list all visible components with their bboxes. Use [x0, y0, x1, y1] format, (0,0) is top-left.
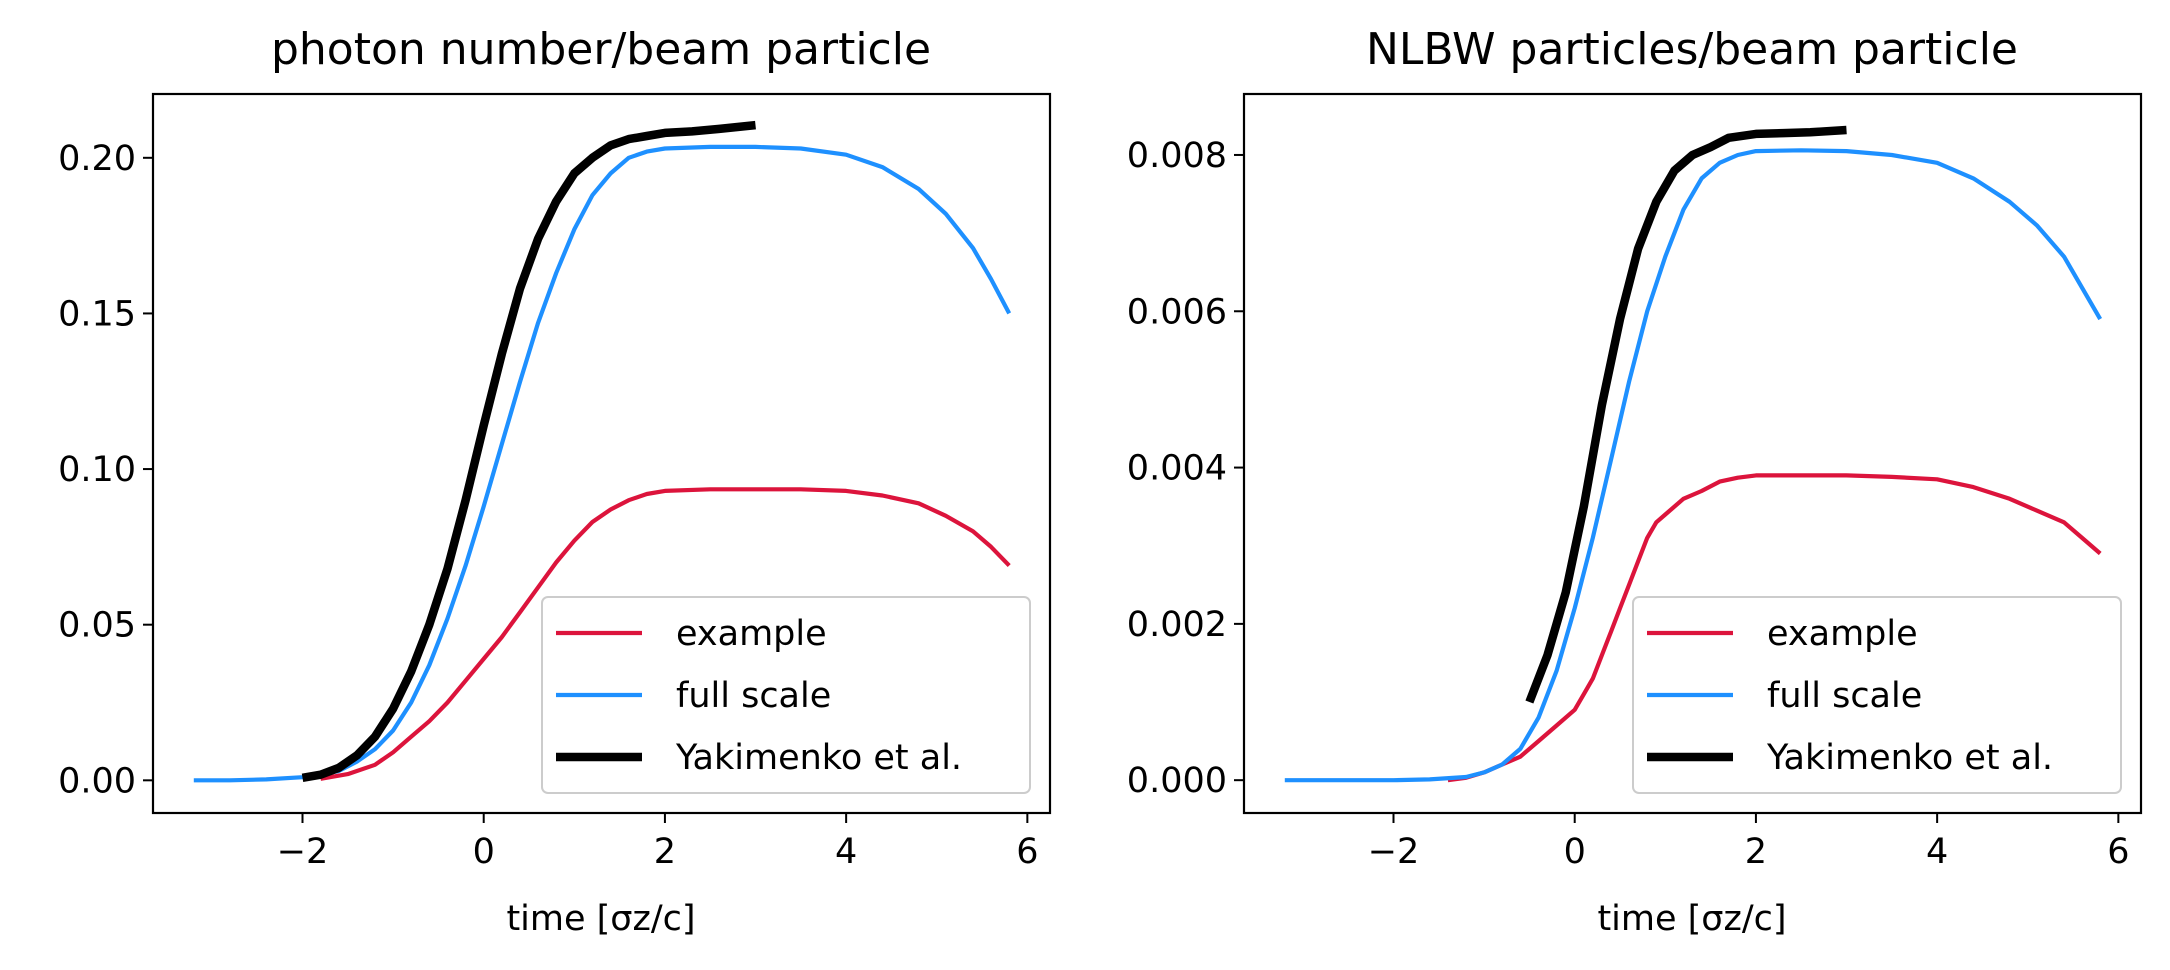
legend-label: example	[676, 614, 827, 654]
legend-box	[1632, 596, 2122, 794]
x-tick-label: 6	[2107, 832, 2129, 872]
x-tick-label: 2	[1745, 832, 1767, 872]
legend: example full scale Yakimenko et al.	[1632, 596, 2122, 794]
x-tick-label: 0	[473, 832, 495, 872]
chart-title: photon number/beam particle	[271, 24, 931, 75]
legend-label: full scale	[1767, 676, 1922, 716]
y-tick-label: 0.000	[1127, 761, 1227, 801]
legend-label: Yakimenko et al.	[1766, 738, 2053, 778]
x-tick-label: 4	[835, 832, 857, 872]
y-tick-label: 0.00	[58, 761, 136, 801]
series-layer	[1284, 125, 2103, 783]
y-tick-label: 0.006	[1127, 292, 1227, 332]
x-axis-label: time [σz/c]	[506, 899, 695, 939]
x-axis-label: time [σz/c]	[1597, 899, 1786, 939]
x-tick-label: 4	[1926, 832, 1948, 872]
plot-frame	[151, 92, 1052, 815]
series-line-3	[1525, 125, 1847, 704]
y-tick-label: 0.05	[58, 606, 136, 646]
legend-label: example	[1767, 614, 1918, 654]
legend-label: Yakimenko et al.	[675, 738, 962, 778]
series-line-3	[301, 120, 756, 782]
x-tick-label: 2	[654, 832, 676, 872]
x-tick-label: −2	[1368, 832, 1420, 872]
y-tick-label: 0.15	[58, 294, 136, 334]
legend-box	[541, 596, 1031, 794]
axis-ticks: −2 0 2 4 6 0.00 0.05 0.10 0.15 0.20	[58, 139, 1038, 872]
chart-photon-number: photon number/beam particle −2 0 2 4 6 0.00 0.…	[58, 24, 1052, 939]
chart-nlbw-particles: NLBW particles/beam particle −2 0 2 4 6 0.000…	[1127, 24, 2143, 939]
x-tick-label: 6	[1016, 832, 1038, 872]
legend-label: full scale	[676, 676, 831, 716]
y-tick-label: 0.002	[1127, 605, 1227, 645]
plot-frame	[1242, 92, 2143, 815]
chart-title: NLBW particles/beam particle	[1366, 24, 2018, 75]
y-tick-label: 0.008	[1127, 136, 1227, 176]
axis-ticks: −2 0 2 4 6 0.000 0.002 0.004 0.006 0.008	[1127, 136, 2130, 872]
series-line-1	[1447, 473, 2102, 783]
series-line-1	[320, 487, 1011, 781]
y-tick-label: 0.004	[1127, 449, 1227, 489]
x-tick-label: 0	[1564, 832, 1586, 872]
y-tick-label: 0.20	[58, 139, 136, 179]
legend: example full scale Yakimenko et al.	[541, 596, 1031, 794]
series-line-2	[1284, 148, 2103, 783]
series-layer	[193, 120, 1012, 783]
x-tick-label: −2	[277, 832, 329, 872]
y-tick-label: 0.10	[58, 450, 136, 490]
